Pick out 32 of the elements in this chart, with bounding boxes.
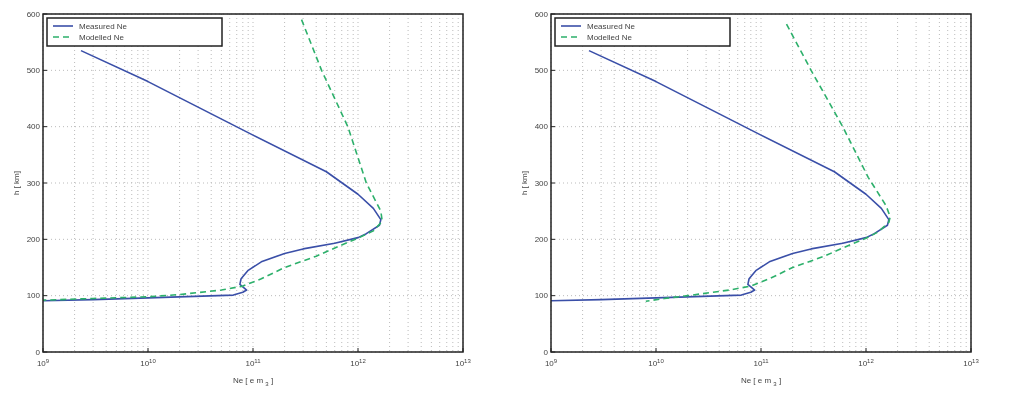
- x-axis-title: Ne [ e m $_{3}$ ]: [232, 376, 274, 387]
- y-tick-label: 500: [26, 65, 41, 75]
- y-tick-label: 100: [26, 291, 41, 301]
- x-axis-title: Ne [ e m $_{3}$ ]: [740, 376, 782, 387]
- x-tick-label: 10$^{11}$: [245, 358, 262, 368]
- x-tick-label: 10$^{9}$: [36, 358, 50, 368]
- y-tick-label: 600: [26, 9, 41, 19]
- y-tick-label: 200: [534, 234, 549, 244]
- y-tick-label: 0: [35, 347, 41, 357]
- x-tick-label: 10$^{9}$: [544, 358, 558, 368]
- y-tick-label: 300: [26, 178, 41, 188]
- legend-label: Modelled Ne: [79, 32, 125, 42]
- x-tick-label: 10$^{13}$: [455, 358, 472, 368]
- y-tick-label: 200: [26, 234, 41, 244]
- legend-label: Modelled Ne: [587, 32, 633, 42]
- y-tick-label: 400: [534, 122, 549, 132]
- y-tick-label: 0: [543, 347, 549, 357]
- y-tick-label: 300: [534, 178, 549, 188]
- y-axis-title: h [ km]: [520, 170, 529, 196]
- x-tick-label: 10$^{12}$: [350, 358, 367, 368]
- y-axis-title: h [ km]: [12, 170, 21, 196]
- x-tick-label: 10$^{10}$: [140, 358, 157, 368]
- y-tick-label: 100: [534, 291, 549, 301]
- x-tick-label: 10$^{10}$: [648, 358, 665, 368]
- y-tick-label: 500: [534, 65, 549, 75]
- x-tick-label: 10$^{11}$: [753, 358, 770, 368]
- legend-label: Measured Ne: [79, 21, 128, 31]
- x-tick-label: 10$^{12}$: [858, 358, 875, 368]
- legend-label: Measured Ne: [587, 21, 636, 31]
- y-tick-label: 600: [534, 9, 549, 19]
- x-tick-label: 10$^{13}$: [963, 358, 980, 368]
- y-tick-label: 400: [26, 122, 41, 132]
